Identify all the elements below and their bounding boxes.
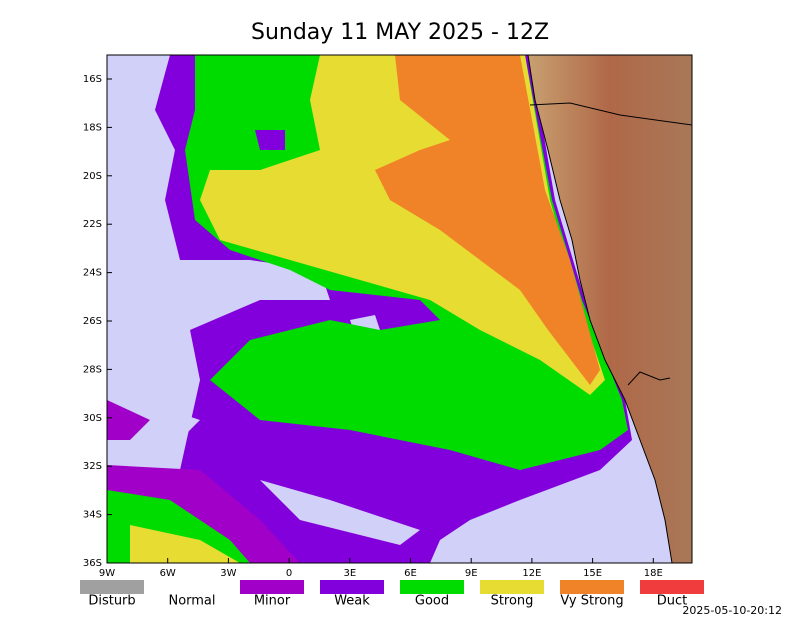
lat-label: 20S	[83, 171, 102, 182]
lon-label: 15E	[583, 568, 602, 579]
lon-label: 9E	[465, 568, 478, 579]
lat-label: 30S	[83, 413, 102, 424]
legend-swatch	[320, 580, 384, 594]
lat-label: 22S	[83, 219, 102, 230]
lon-label: 18E	[644, 568, 663, 579]
legend-swatch	[160, 580, 224, 594]
lon-label: 3E	[343, 568, 356, 579]
lat-label: 36S	[83, 558, 102, 569]
lat-label: 32S	[83, 461, 102, 472]
legend-swatch	[400, 580, 464, 594]
lon-label: 0	[286, 568, 292, 579]
legend-label: Disturb	[88, 594, 135, 609]
lon-label: 3W	[220, 568, 236, 579]
lat-label: 26S	[83, 316, 102, 327]
lat-label: 34S	[83, 510, 102, 521]
legend-label: Normal	[168, 594, 215, 609]
legend-label: Weak	[334, 594, 370, 609]
lat-label: 16S	[83, 74, 102, 85]
title: Sunday 11 MAY 2025 - 12Z	[251, 20, 549, 45]
map-frame	[106, 54, 693, 564]
lat-label: 24S	[83, 268, 102, 279]
legend-label: Duct	[657, 594, 688, 609]
legend-swatch	[480, 580, 544, 594]
lon-label: 6E	[404, 568, 417, 579]
legend-label: Good	[415, 594, 449, 609]
lon-label: 6W	[160, 568, 176, 579]
lon-label: 9W	[99, 568, 115, 579]
legend-swatch	[640, 580, 704, 594]
legend-label: Strong	[491, 594, 534, 609]
legend-label: Minor	[254, 594, 291, 609]
lon-label: 12E	[522, 568, 541, 579]
legend-swatch	[240, 580, 304, 594]
legend-swatch	[80, 580, 144, 594]
lat-label: 28S	[83, 364, 102, 375]
lat-label: 18S	[83, 122, 102, 133]
legend: Disturb Normal Minor Weak Good Strong Vy Stron…	[80, 580, 704, 609]
map-field	[107, 55, 692, 563]
timestamp: 2025-05-10-20:12	[682, 604, 782, 617]
legend-label: Vy Strong	[560, 594, 623, 609]
legend-swatch	[560, 580, 624, 594]
